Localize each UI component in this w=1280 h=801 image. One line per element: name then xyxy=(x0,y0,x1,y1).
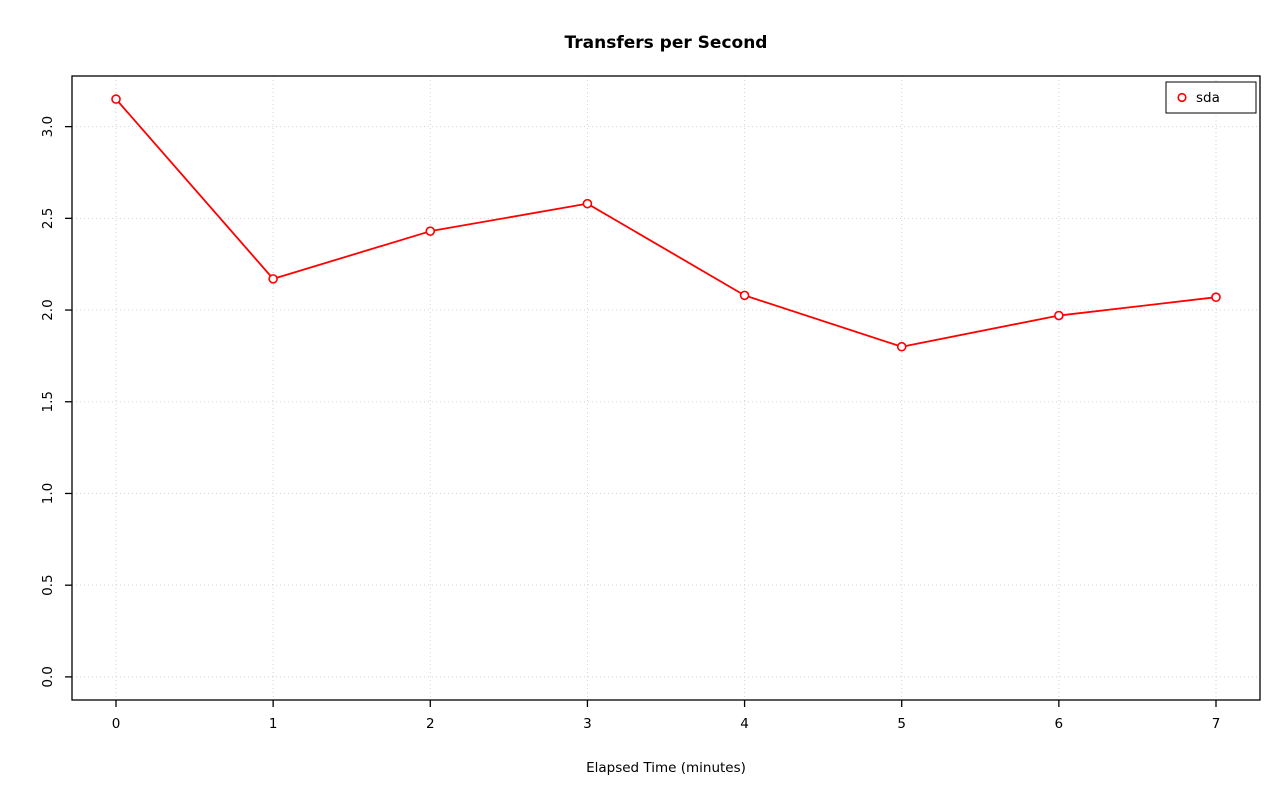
data-point xyxy=(268,274,278,284)
y-tick-label: 2.5 xyxy=(40,208,56,229)
data-point xyxy=(425,226,436,236)
y-tick-label: 1.5 xyxy=(40,391,56,412)
y-tick-label: 0.0 xyxy=(40,666,56,687)
data-point xyxy=(896,341,907,352)
legend-label: sda xyxy=(1196,90,1220,106)
legend-marker-icon xyxy=(1177,92,1187,103)
x-tick-label: 7 xyxy=(1212,716,1221,732)
chart-title: Transfers per Second xyxy=(565,33,768,53)
data-point xyxy=(1054,310,1064,321)
legend: sda xyxy=(1165,81,1257,114)
x-tick-label: 2 xyxy=(426,716,435,732)
y-tick-label: 1.0 xyxy=(40,483,56,504)
data-point xyxy=(739,290,750,301)
y-tick-label: 3.0 xyxy=(40,116,56,137)
data-point xyxy=(1211,292,1221,303)
y-tick-label: 0.5 xyxy=(40,574,56,595)
plot-box xyxy=(71,75,1261,701)
x-tick-label: 6 xyxy=(1055,716,1064,732)
data-line xyxy=(115,98,1217,348)
x-tick-label: 1 xyxy=(269,716,278,732)
x-axis-label: Elapsed Time (minutes) xyxy=(586,760,746,776)
x-tick-label: 0 xyxy=(112,716,121,732)
x-tick-label: 5 xyxy=(897,716,906,732)
x-tick-label: 3 xyxy=(583,716,592,732)
y-tick-label: 2.0 xyxy=(40,299,56,320)
x-tick-label: 4 xyxy=(740,716,749,732)
data-point xyxy=(111,94,121,104)
data-point xyxy=(582,198,593,209)
